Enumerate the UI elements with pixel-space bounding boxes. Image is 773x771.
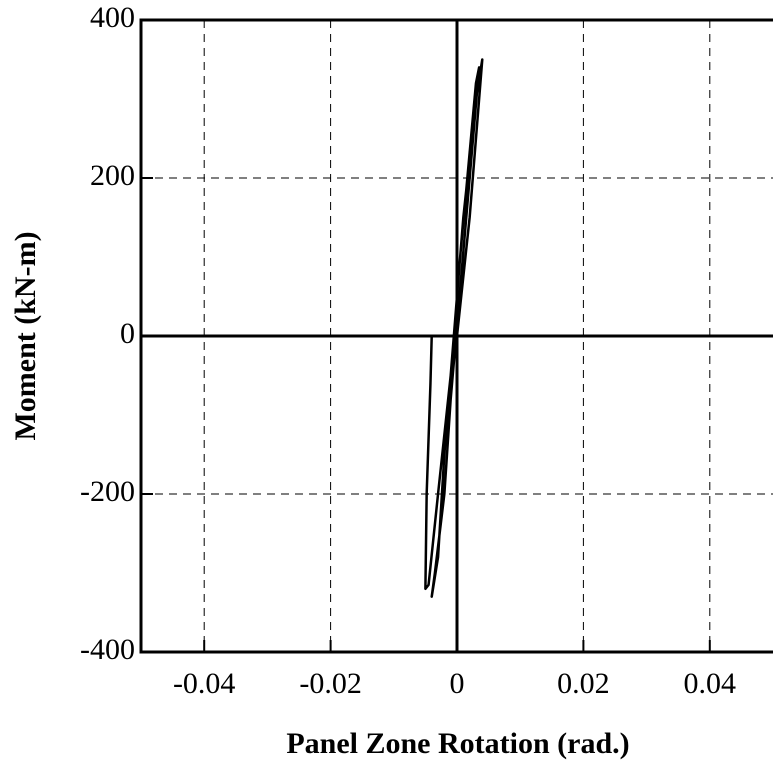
x-tick-label: 0.02 xyxy=(557,667,610,700)
y-tick-label: -200 xyxy=(80,475,135,508)
y-tick-label: -400 xyxy=(80,633,135,666)
data-line xyxy=(424,58,484,598)
plot-frame xyxy=(139,18,773,654)
x-tick-label: -0.02 xyxy=(299,667,362,700)
y-tick-label: 400 xyxy=(90,1,135,34)
x-tick-label: 0 xyxy=(450,667,465,700)
x-axis-label: Panel Zone Rotation (rad.) xyxy=(286,727,629,760)
x-tick-label: -0.04 xyxy=(173,667,236,700)
y-axis-label: Moment (kN-m) xyxy=(9,231,42,440)
x-tick-label: 0.04 xyxy=(684,667,737,700)
y-tick-label: 0 xyxy=(120,317,135,350)
y-tick-label: 200 xyxy=(90,159,135,192)
